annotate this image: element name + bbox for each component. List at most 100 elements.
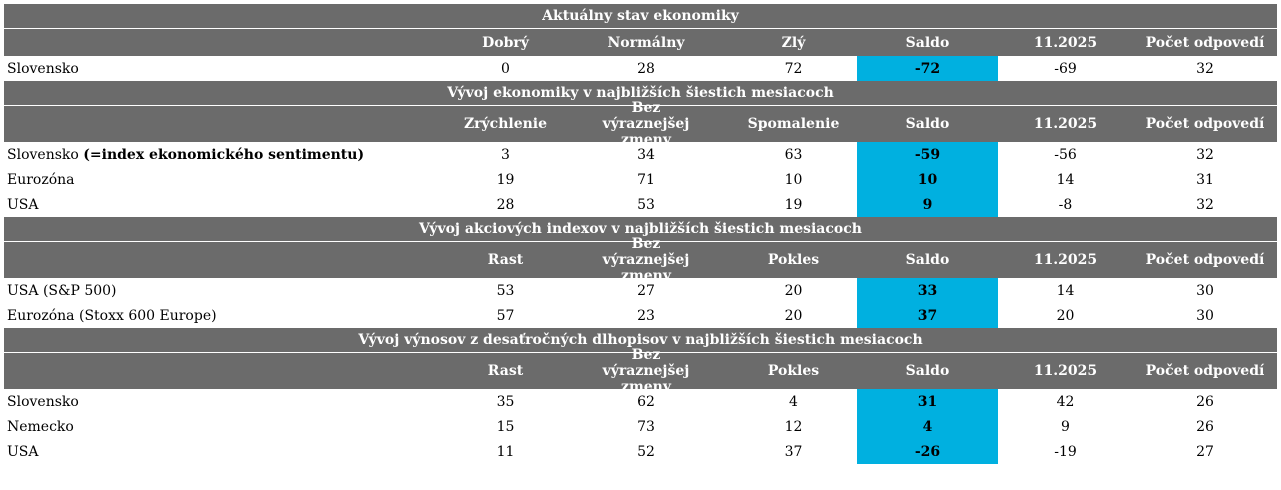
value-cell: 11 — [496, 443, 515, 460]
row-label: USA — [4, 439, 449, 464]
column-header: Rast — [487, 252, 524, 268]
section-header-row: Zrýchlenie Bez výraznejšej zmeny Spomaleni… — [4, 100, 1277, 148]
column-header: Saldo — [905, 363, 950, 379]
column-header — [4, 106, 449, 142]
column-header — [4, 29, 449, 56]
row-label-text: USA — [7, 443, 39, 460]
value-cell: 57 — [496, 307, 515, 324]
value-cell: 72 — [784, 60, 803, 77]
column-header: Spomalenie — [747, 116, 840, 132]
survey-table: Aktuálny stav ekonomiky Dobrý Normálny Zlý S… — [4, 4, 1277, 464]
column-header: Normálny — [607, 34, 685, 51]
row-label: USA — [4, 192, 449, 217]
saldo-cell: 4 — [857, 414, 998, 439]
column-header: Počet odpovedí — [1145, 252, 1265, 268]
column-header: Pokles — [767, 252, 820, 268]
section-title: Vývoj ekonomiky v najbližších šiestich m… — [4, 81, 1277, 106]
value-cell: 53 — [637, 196, 655, 213]
value-cell: 0 — [501, 60, 510, 77]
value-cell: 35 — [496, 393, 515, 410]
table-row: Slovensko (=index ekonomického sentiment… — [4, 142, 1277, 167]
value-cell: 27 — [637, 282, 655, 299]
column-header: 11.2025 — [1033, 363, 1098, 379]
column-header: Bez výraznejšej zmeny — [602, 347, 690, 395]
value-cell: 23 — [637, 307, 655, 324]
row-label: Nemecko — [4, 414, 449, 439]
value-cell: 14 — [1056, 171, 1075, 188]
value-cell: 42 — [1056, 393, 1075, 410]
saldo-cell: 31 — [857, 389, 998, 414]
value-cell: 62 — [637, 393, 655, 410]
saldo-cell: -59 — [857, 142, 998, 167]
value-cell: 28 — [496, 196, 515, 213]
row-label-text: Eurozóna (Stoxx 600 Europe) — [7, 307, 217, 324]
value-cell: 20 — [784, 307, 803, 324]
value-cell: 52 — [637, 443, 655, 460]
row-label-text: Eurozóna — [7, 171, 75, 188]
column-header: Bez výraznejšej zmeny — [602, 100, 690, 148]
column-header: 11.2025 — [1033, 116, 1098, 132]
value-cell: 10 — [784, 171, 803, 188]
row-label: USA (S&P 500) — [4, 278, 449, 303]
value-cell: 32 — [1196, 196, 1214, 213]
column-header: 11.2025 — [1033, 34, 1098, 51]
value-cell: 19 — [784, 196, 803, 213]
value-cell: 71 — [637, 171, 655, 188]
value-cell: 28 — [637, 60, 655, 77]
value-cell: 26 — [1196, 393, 1214, 410]
table-row: Nemecko 15 73 12 4 9 26 — [4, 414, 1277, 439]
column-header: Rast — [487, 363, 524, 379]
row-label: Slovensko — [4, 389, 449, 414]
column-header: Počet odpovedí — [1145, 34, 1265, 51]
row-label-note: (=index ekonomického sentimentu) — [83, 146, 365, 163]
section-title: Aktuálny stav ekonomiky — [4, 4, 1277, 29]
row-label: Eurozóna (Stoxx 600 Europe) — [4, 303, 449, 328]
value-cell: 26 — [1196, 418, 1214, 435]
value-cell: 12 — [784, 418, 803, 435]
saldo-cell: 33 — [857, 278, 998, 303]
column-header — [4, 242, 449, 278]
table-row: USA 28 53 19 9 -8 32 — [4, 192, 1277, 217]
value-cell: 32 — [1196, 146, 1214, 163]
value-cell: 30 — [1196, 307, 1214, 324]
column-header: Zlý — [781, 34, 806, 51]
value-cell: 4 — [789, 393, 798, 410]
value-cell: 31 — [1196, 171, 1214, 188]
value-cell: 73 — [637, 418, 655, 435]
value-cell: 15 — [496, 418, 515, 435]
column-header: Saldo — [905, 252, 950, 268]
table-row: Eurozóna (Stoxx 600 Europe) 57 23 20 37 20 30 — [4, 303, 1277, 328]
row-label-text: Slovensko — [7, 60, 79, 77]
value-cell: 37 — [784, 443, 803, 460]
value-cell: 27 — [1196, 443, 1214, 460]
value-cell: 3 — [501, 146, 510, 163]
saldo-cell: -26 — [857, 439, 998, 464]
column-header: Počet odpovedí — [1145, 363, 1265, 379]
value-cell: 63 — [784, 146, 803, 163]
row-label-text: Slovensko — [7, 146, 84, 163]
value-cell: -69 — [1054, 60, 1077, 77]
table-row: Slovensko 35 62 4 31 42 26 — [4, 389, 1277, 414]
row-label-text: USA — [7, 196, 39, 213]
section-title: Vývoj akciových indexov v najbližších ši… — [4, 217, 1277, 242]
table-row: USA 11 52 37 -26 -19 27 — [4, 439, 1277, 464]
value-cell: 53 — [496, 282, 515, 299]
section-title: Vývoj výnosov z desaťročných dlhopisov v… — [4, 328, 1277, 353]
value-cell: 30 — [1196, 282, 1214, 299]
value-cell: -8 — [1058, 196, 1073, 213]
column-header — [4, 353, 449, 389]
row-label-text: Slovensko — [7, 393, 79, 410]
value-cell: 19 — [496, 171, 515, 188]
table-row: Eurozóna 19 71 10 10 14 31 — [4, 167, 1277, 192]
value-cell: -56 — [1054, 146, 1077, 163]
column-header: Saldo — [905, 116, 950, 132]
saldo-cell: -72 — [857, 56, 998, 81]
value-cell: 14 — [1056, 282, 1075, 299]
value-cell: 20 — [784, 282, 803, 299]
saldo-cell: 10 — [857, 167, 998, 192]
value-cell: 9 — [1061, 418, 1070, 435]
section-header-row: Rast Bez výraznejšej zmeny Pokles Saldo 11.2… — [4, 347, 1277, 395]
value-cell: -19 — [1054, 443, 1077, 460]
table-row: USA (S&P 500) 53 27 20 33 14 30 — [4, 278, 1277, 303]
row-label: Slovensko (=index ekonomického sentiment… — [4, 142, 449, 167]
